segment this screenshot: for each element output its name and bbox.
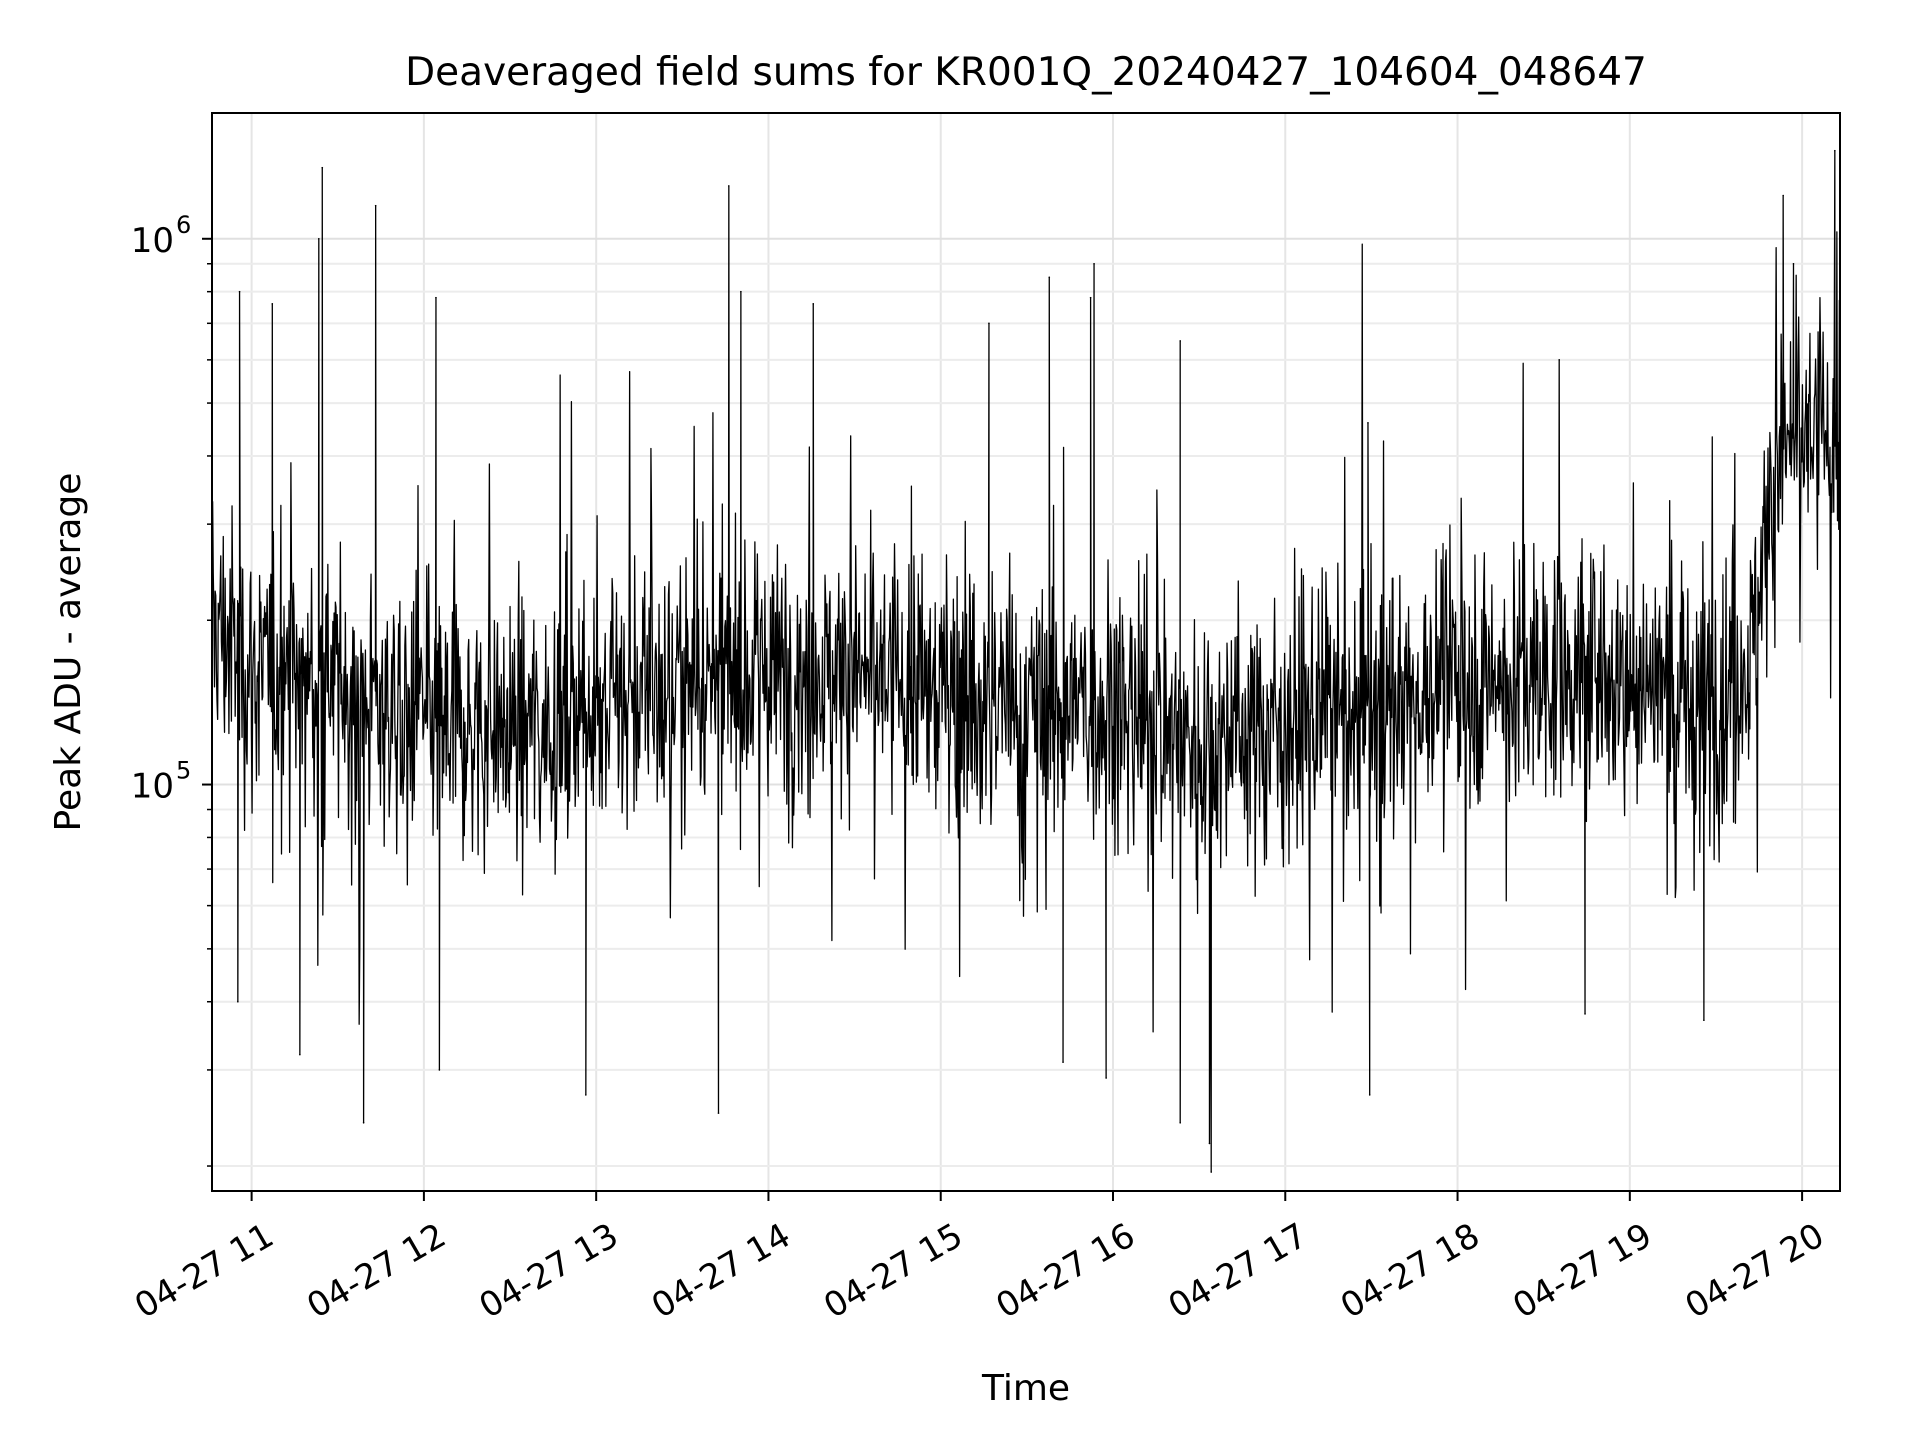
axes-frame: [211, 112, 1841, 1192]
peak-point: [1048, 276, 1051, 279]
dip-point: [1584, 1013, 1586, 1015]
peak-point: [1093, 262, 1095, 265]
y-tick-base: 10: [131, 767, 174, 807]
dip-point: [299, 1053, 301, 1056]
y-tick-label: 10 5: [131, 757, 192, 807]
y-tick-base: 10: [131, 221, 174, 261]
peak-point: [321, 166, 324, 169]
peak-point: [435, 296, 437, 299]
peak-point: [1782, 194, 1784, 197]
peak-point: [1558, 359, 1560, 361]
dip-point: [1105, 1077, 1107, 1079]
chart-title: Deaveraged field sums for KR001Q_2024042…: [405, 50, 1647, 95]
peak-point: [988, 322, 990, 325]
peak-point: [728, 185, 730, 187]
peak-point: [271, 303, 274, 305]
peak-point: [740, 290, 742, 293]
peak-point: [1834, 149, 1836, 152]
dip-point: [1208, 1142, 1211, 1145]
y-tick-exponent: 5: [176, 757, 191, 785]
peak-point: [1367, 422, 1369, 424]
plot-area: [211, 149, 1841, 1173]
grid: [212, 113, 1840, 1191]
series-line: [211, 150, 1841, 1173]
x-axis-label: Time: [981, 1368, 1070, 1409]
peak-point: [374, 204, 377, 207]
peak-point: [1089, 296, 1092, 299]
dip-point: [1703, 1019, 1705, 1022]
peak-point: [238, 290, 241, 293]
dip-point: [717, 1112, 720, 1114]
dip-point: [1210, 1171, 1212, 1173]
peak-point: [812, 303, 815, 305]
peak-point: [318, 237, 320, 240]
dip-point: [1368, 1094, 1371, 1096]
y-tick-label: 10 6: [131, 211, 192, 261]
dip-point: [585, 1094, 587, 1096]
dip-point: [438, 1069, 441, 1071]
y-tick-exponent: 6: [176, 211, 191, 239]
peak-point: [1792, 262, 1795, 265]
y-axis-label: Peak ADU - average: [48, 473, 89, 832]
dip-point: [1062, 1061, 1064, 1063]
dip-point: [237, 1000, 239, 1003]
dip-point: [362, 1122, 365, 1124]
peak-point: [1179, 340, 1181, 342]
dip-point: [1179, 1122, 1181, 1124]
